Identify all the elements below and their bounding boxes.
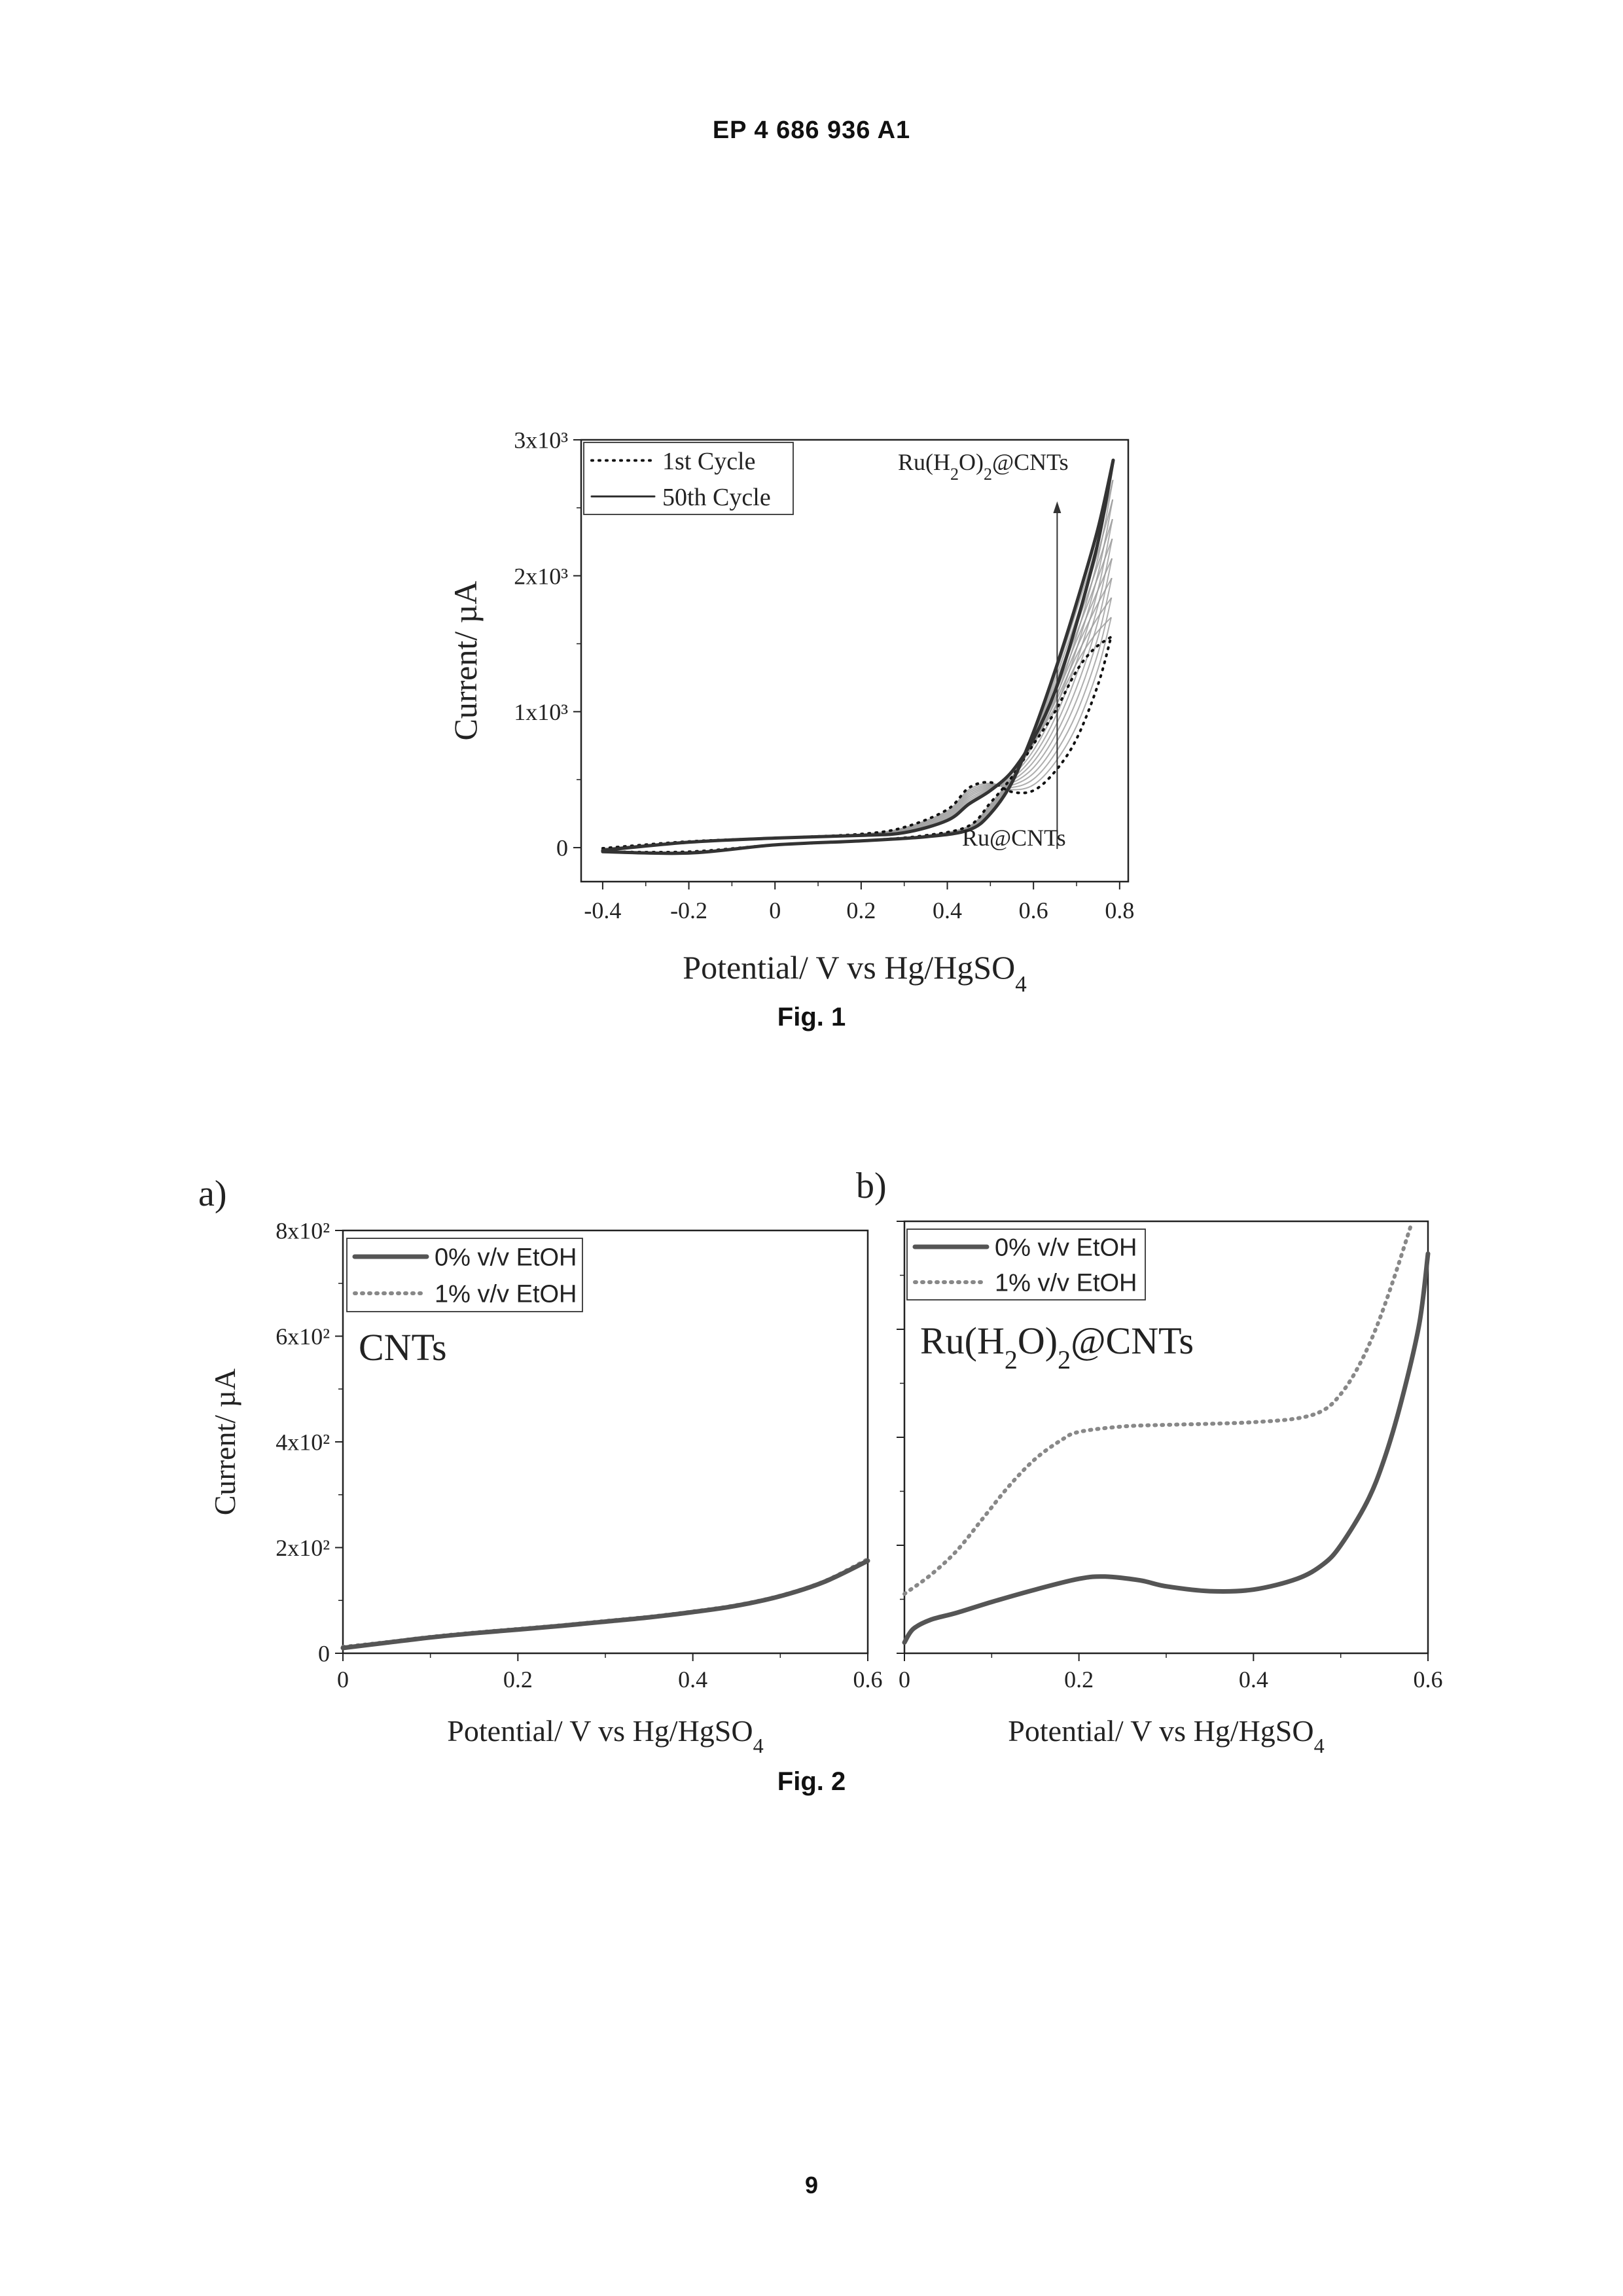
x-tick-label: 0.4 [1239,1666,1268,1693]
plot-frame [580,439,1130,883]
y-tick-label: 8x10² [276,1218,330,1244]
intermediate-cycle-line [602,479,1114,854]
annotation-ruh2o-cnts: Ru(H2O)2@CNTs [898,449,1069,484]
series-1pct-etoh [341,1557,870,1649]
series-0pct-etoh [340,1558,870,1651]
series-1st-cycle-backward [601,636,1113,854]
figure-2-chart: 0 0.2 0.4 0.6 0 2x10² 4x10² 6x10² 8x10² Potential… [198,1166,1443,1757]
x-tick-label: -0.2 [670,897,707,924]
intermediate-cycle-line [602,577,1113,850]
intermediate-cycle-line [602,558,1113,853]
legend-label: 0% v/v EtOH [995,1234,1137,1261]
series-50th-cycle-backward [601,458,1115,855]
series-1pct-etoh [902,1225,1413,1596]
y-tick-label: 3x10³ [514,427,568,454]
x-tick-label: 0.6 [1414,1666,1443,1693]
x-axis-title: Potential/ V vs Hg/HgSO4 [683,949,1026,997]
document-header: EP 4 686 936 A1 [712,117,911,144]
series-1st-cycle-forward [601,636,1113,850]
annotation-ru-cnts: Ru@CNTs [962,825,1066,851]
x-tick-label: 0.6 [853,1666,883,1693]
intermediate-cycle-line [602,577,1113,853]
y-tick-label: 1x10³ [514,699,568,725]
figure-1-chart: -0.4 -0.2 0 0.2 0.4 0.6 0.8 0 1x10³ 2x10³ 3x10³ Pot… [447,427,1134,997]
legend-label: 50th Cycle [662,484,771,511]
series-0pct-etoh [902,1251,1431,1645]
intermediate-cycle-line [602,538,1113,854]
trend-arrow-head [1053,501,1061,513]
page-number: 9 [804,2172,819,2198]
x-tick-label: 0.2 [503,1666,533,1693]
intermediate-cycle-line [602,499,1114,851]
y-tick-label: 0 [556,835,568,861]
y-axis-title: Current/ µA [447,581,484,740]
y-tick-label: 0 [318,1641,330,1667]
legend-box [583,442,794,515]
x-tick-label: 0 [899,1666,910,1693]
legend-label: 1st Cycle [662,448,755,475]
legend-label: 1% v/v EtOH [995,1269,1137,1297]
x-tick-label: 0 [769,897,781,924]
y-tick-label: 6x10² [276,1323,330,1350]
x-tick-label: 0.6 [1019,897,1048,924]
panel-label-b: b) [856,1166,887,1206]
x-tick-label: 0.2 [1064,1666,1094,1693]
y-axis-title: Current/ µA [208,1369,241,1516]
y-tick-label: 2x10³ [514,563,568,589]
intermediate-cycle-line [602,518,1113,854]
legend-label: 0% v/v EtOH [435,1244,577,1271]
legend-box [346,1238,583,1312]
intermediate-cycle-line [602,558,1113,850]
panel-label-a: a) [198,1174,227,1214]
x-axis-title: Potential/ V vs Hg/HgSO4 [1008,1714,1324,1757]
x-tick-label: 0 [337,1666,349,1693]
legend-box [906,1229,1146,1300]
x-tick-label: 0.4 [933,897,962,924]
y-tick-label: 2x10² [276,1535,330,1561]
figure-2-caption: Fig. 2 [777,1767,846,1796]
x-axis-title: Potential/ V vs Hg/HgSO4 [447,1714,763,1757]
x-tick-label: -0.4 [584,897,621,924]
y-tick-label: 4x10² [276,1429,330,1456]
legend-label: 1% v/v EtOH [435,1280,577,1308]
inset-label-cnts: CNTs [359,1326,447,1369]
x-tick-label: 0.4 [678,1666,707,1693]
series-50th-cycle-forward [601,458,1115,852]
x-tick-label: 0.8 [1105,897,1134,924]
intermediate-cycle-line [602,538,1113,850]
inset-label-ruh2o-cnts: Ru(H2O)2@CNTs [920,1319,1194,1374]
intermediate-cycle-line [602,518,1113,851]
figure-1-caption: Fig. 1 [777,1003,846,1031]
intermediate-cycle-line [602,480,1114,851]
x-tick-label: 0.2 [846,897,876,924]
intermediate-cycle-line [602,499,1114,854]
